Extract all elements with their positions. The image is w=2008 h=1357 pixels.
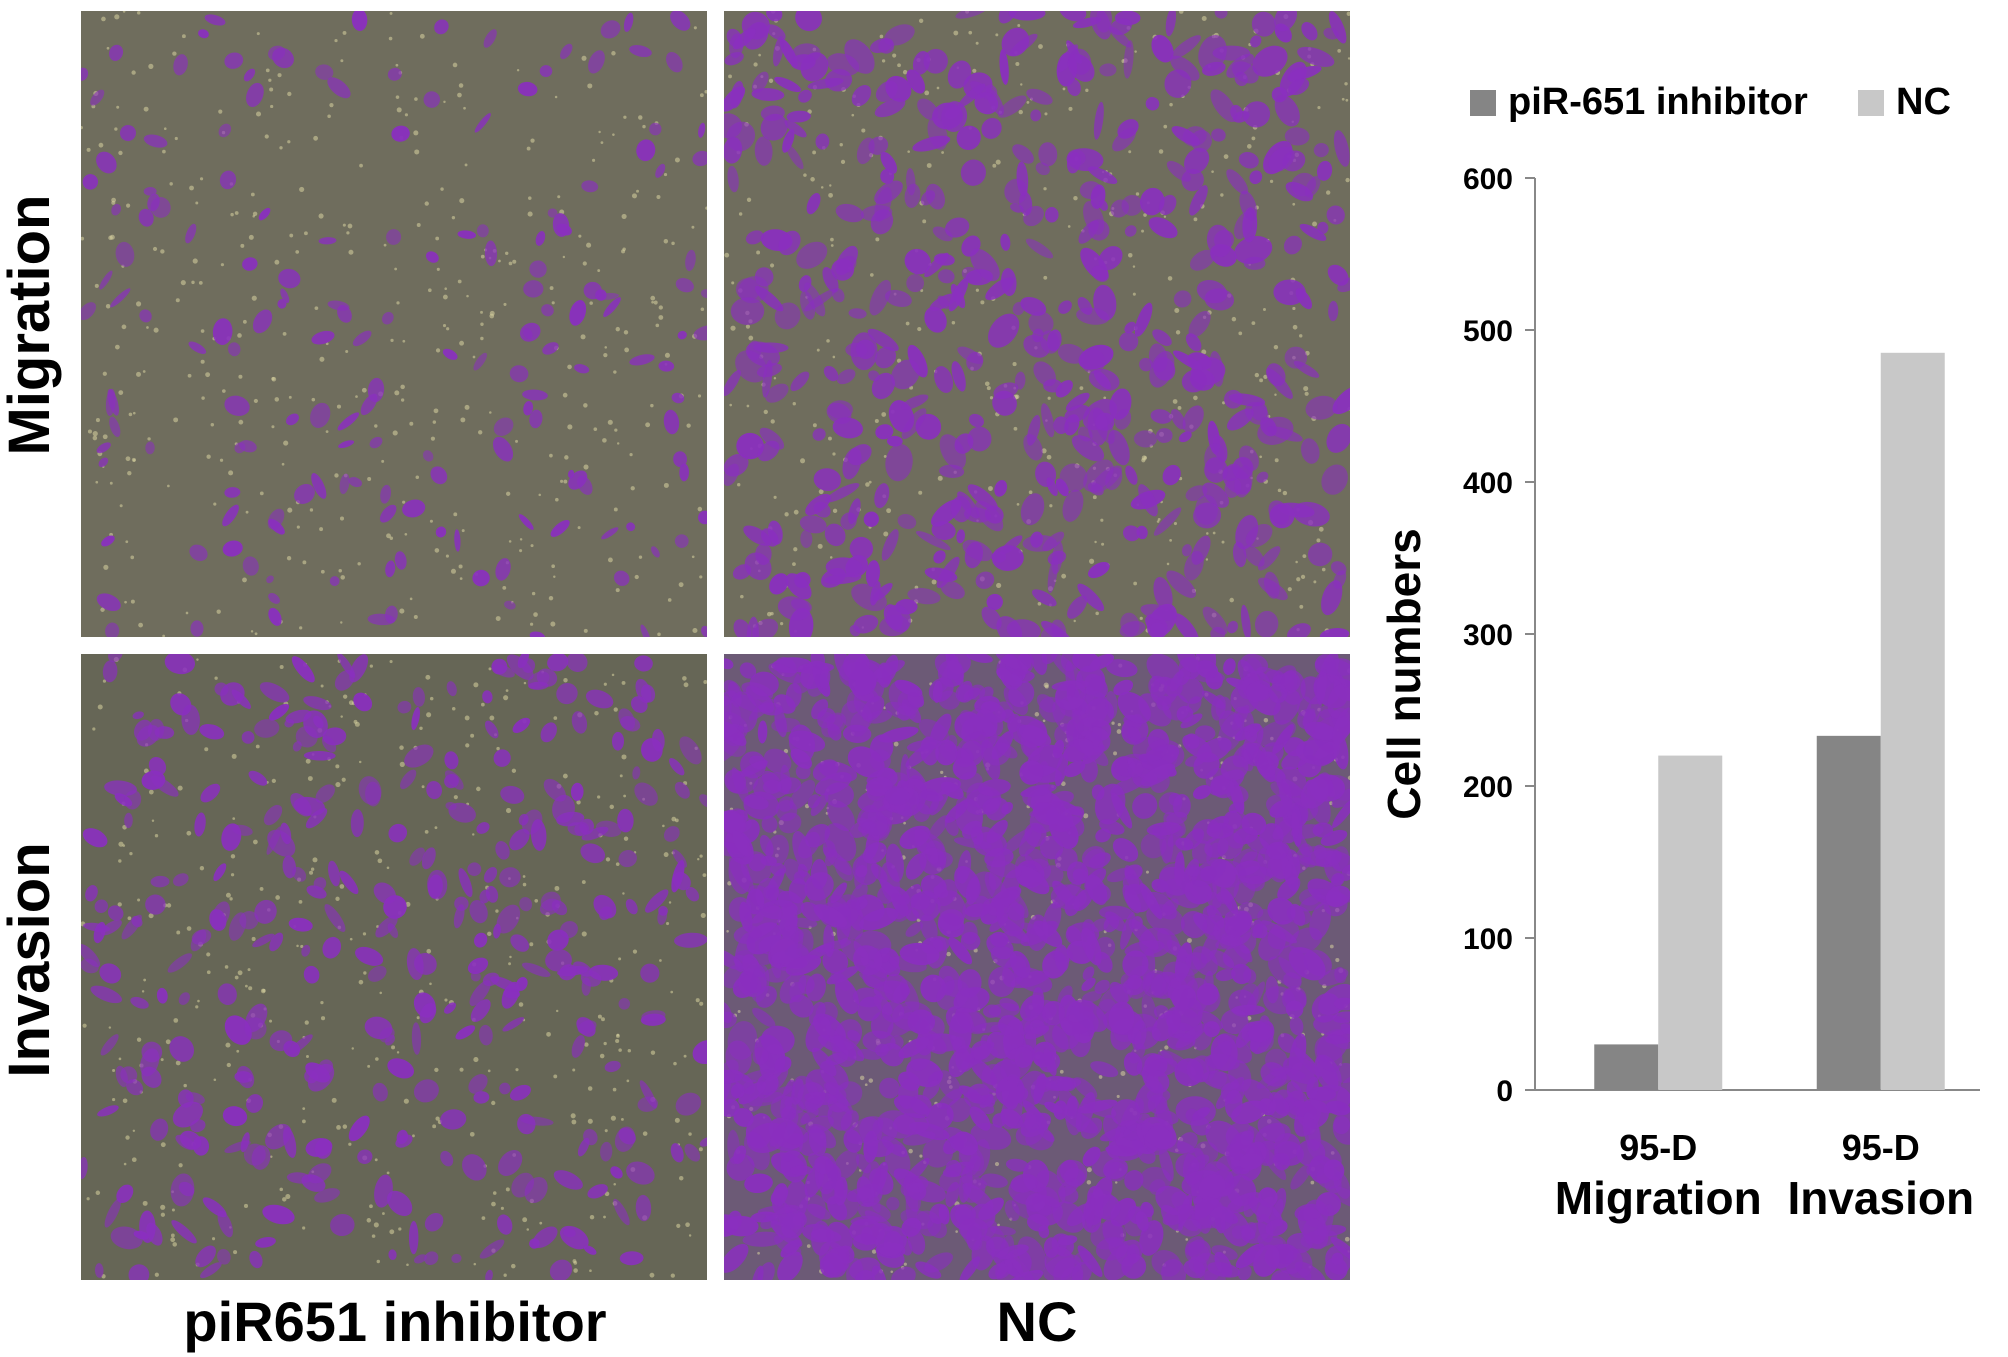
- bar-pir-651-inhibitor-1: [1816, 735, 1881, 1090]
- legend-swatch-1: [1858, 90, 1884, 116]
- x-tick-label-line2: Invasion: [1787, 1172, 1974, 1224]
- bar-chart: piR-651 inhibitor NC 0 100 200 300 400 500 600 Ce…: [1378, 81, 1980, 1224]
- column-label-nc: NC: [996, 1290, 1078, 1353]
- y-axis-title: Cell numbers: [1378, 528, 1430, 819]
- column-label-inhibitor: piR651 inhibitor: [183, 1290, 607, 1353]
- chart-legend: piR-651 inhibitor NC: [1470, 81, 1951, 123]
- y-tick-label: 0: [1496, 1075, 1513, 1108]
- row-label-invasion: Invasion: [0, 842, 62, 1078]
- bar-nc-0: [1658, 755, 1723, 1090]
- micrograph-migration-nc: [724, 11, 1350, 637]
- x-tick-label-line1: 95-D: [1842, 1127, 1920, 1168]
- y-tick-label: 400: [1463, 467, 1513, 500]
- legend-swatch-0: [1470, 90, 1496, 116]
- y-tick-label: 600: [1463, 163, 1513, 196]
- bar-pir-651-inhibitor-0: [1594, 1044, 1659, 1090]
- y-tick-label: 500: [1463, 315, 1513, 348]
- legend-label-0: piR-651 inhibitor: [1508, 81, 1808, 123]
- legend-label-1: NC: [1896, 81, 1951, 123]
- bar-nc-1: [1880, 352, 1945, 1090]
- membrane-pores: [81, 11, 707, 637]
- stained-cells: [81, 654, 707, 1280]
- y-tick-label: 200: [1463, 771, 1513, 804]
- x-tick-label-line1: 95-D: [1619, 1127, 1697, 1168]
- stained-cells: [81, 11, 707, 637]
- row-label-migration: Migration: [0, 194, 62, 456]
- micrograph-invasion-nc: [724, 654, 1350, 1280]
- x-tick-label-line2: Migration: [1555, 1172, 1762, 1224]
- micrograph-migration-inhibitor: [81, 11, 707, 637]
- stained-cells: [724, 654, 1350, 1280]
- y-tick-label: 300: [1463, 619, 1513, 652]
- micrograph-invasion-inhibitor: [81, 654, 707, 1280]
- y-tick-label: 100: [1463, 923, 1513, 956]
- stained-cells: [724, 11, 1350, 637]
